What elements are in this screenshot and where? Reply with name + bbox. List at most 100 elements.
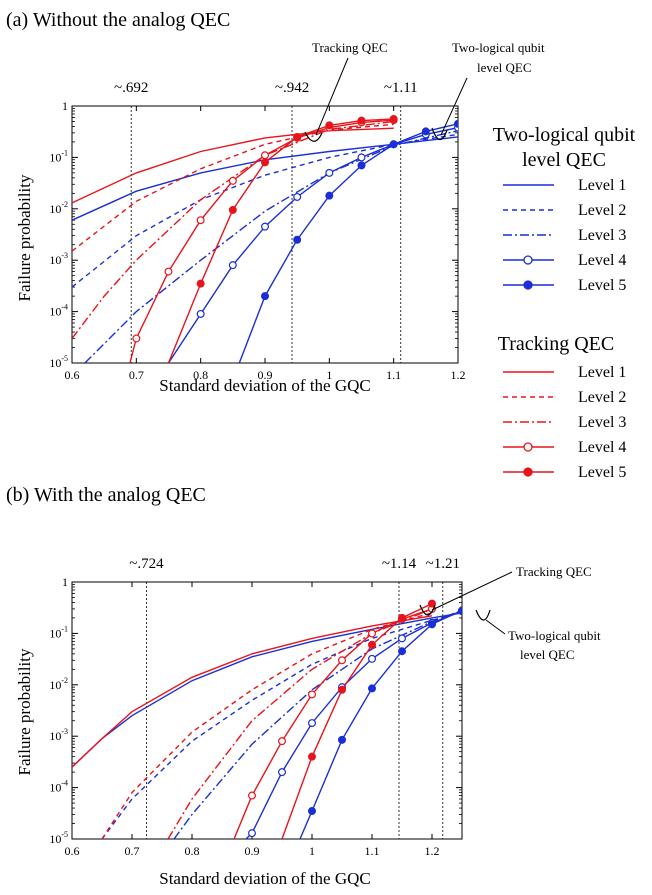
panel-a: (a) Without the analog QEC 0.6 0.7 0.8 0.9 1…	[6, 9, 545, 395]
panel-b-callout-two-logical-leader	[485, 619, 506, 635]
series-marker	[398, 613, 407, 622]
series-marker	[261, 292, 270, 301]
series-marker	[308, 807, 317, 816]
series-marker	[428, 620, 437, 629]
plot-frame	[71, 581, 463, 840]
series-marker	[458, 606, 462, 615]
series-marker	[261, 222, 270, 231]
threshold-label: ~.692	[114, 80, 148, 96]
series-line	[72, 133, 458, 288]
y-tick-label: 10-2	[49, 200, 68, 216]
legend-item-label: Level 3	[578, 414, 626, 431]
legend-item-label: Level 5	[578, 464, 626, 481]
series-line	[101, 612, 433, 839]
panel-b-callout-tracking-bracket	[419, 604, 436, 616]
series-line	[72, 123, 394, 252]
y-tick-label: 10-1	[49, 624, 68, 640]
series-line	[72, 615, 433, 768]
panel-b-callout-tracking-leader	[431, 571, 513, 611]
y-tick-label: 10-3	[49, 727, 68, 743]
series-marker	[325, 121, 334, 130]
series-marker	[357, 161, 366, 170]
panel-a-callout-tracking-leader	[315, 57, 349, 136]
x-tick-label: 0.7	[129, 368, 144, 382]
series-line	[281, 602, 433, 839]
legend-item-label: Level 1	[578, 364, 626, 381]
legend-item-label: Level 2	[578, 202, 626, 219]
series-marker	[389, 140, 398, 149]
series-marker	[398, 647, 407, 656]
panel-a-callout-two-logical-2: level QEC	[477, 60, 532, 75]
legend-marker	[523, 442, 533, 452]
series-marker	[454, 119, 458, 128]
y-tick-label: 10-2	[49, 676, 68, 692]
x-tick-label: 0.9	[258, 368, 273, 382]
series-marker	[196, 216, 205, 225]
series-marker	[248, 791, 257, 800]
panel-b-callout-tracking: Tracking QEC	[516, 564, 592, 579]
series-line	[233, 608, 433, 839]
series-line	[167, 118, 394, 363]
x-tick-label: 0.9	[245, 844, 260, 858]
panel-a-callout-tracking-bracket	[304, 131, 323, 142]
legend-marker	[523, 467, 533, 477]
x-tick-label: 1	[326, 368, 332, 382]
x-tick-label: 1.1	[365, 844, 380, 858]
panel-a-ylabel: Failure probability	[15, 174, 34, 302]
x-tick-label: 0.8	[185, 844, 200, 858]
series-marker	[368, 629, 377, 638]
legend: Two-logical qubit level QEC Level 1Level…	[493, 124, 636, 481]
threshold-label: ~1.14	[382, 556, 417, 572]
legend-item-label: Level 4	[578, 252, 626, 269]
legend-item-label: Level 4	[578, 439, 626, 456]
legend-item-label: Level 1	[578, 177, 626, 194]
legend-tracking-items: Level 1 Level 2 Level 3 Level 4 Level 5	[503, 364, 626, 481]
legend-item-label: Level 3	[578, 227, 626, 244]
series-marker	[368, 640, 377, 649]
series-line	[167, 608, 433, 839]
x-tick-label: 0.7	[125, 844, 140, 858]
series-line	[299, 609, 462, 839]
legend-item-label: Level 5	[578, 277, 626, 294]
series-marker	[228, 176, 237, 185]
threshold-label: ~.724	[129, 556, 164, 572]
series-marker	[389, 114, 398, 123]
series-marker	[308, 752, 317, 761]
series-marker	[293, 235, 302, 244]
series-marker	[338, 685, 347, 694]
series-line	[129, 119, 394, 363]
legend-item-label: Level 2	[578, 389, 626, 406]
series-marker	[261, 151, 270, 160]
legend-marker	[523, 280, 533, 290]
series-marker	[248, 829, 257, 838]
x-tick-label: 1.2	[451, 368, 466, 382]
panel-a-plot: 0.6 0.7 0.8 0.9 1 1.1 1.2 10-5 10-4 10-3 10-2 10-1 1…	[49, 80, 465, 382]
series-marker	[293, 192, 302, 201]
panel-a-title: (a) Without the analog QEC	[6, 9, 230, 31]
panel-b-title: (b) With the analog QEC	[6, 484, 206, 506]
series-marker	[261, 158, 270, 167]
series-marker	[308, 719, 317, 728]
series-line	[238, 123, 458, 363]
panel-b-callout-two-logical-2: level QEC	[520, 647, 575, 662]
series-marker	[164, 267, 173, 276]
y-tick-label: 10-5	[49, 830, 68, 846]
series-marker	[398, 634, 407, 643]
legend-marker	[523, 255, 533, 265]
series-marker	[428, 599, 437, 608]
series-marker	[308, 690, 317, 699]
series-marker	[325, 191, 334, 200]
panel-b: (b) With the analog QEC 0.6 0.7 0.8 0.9 1 1.1…	[6, 484, 601, 888]
panel-b-xlabel: Standard deviation of the GQC	[159, 869, 371, 888]
y-tick-label: 1	[62, 575, 68, 589]
panel-b-callout-two-logical-bracket	[475, 609, 491, 621]
x-tick-label: 1	[309, 844, 315, 858]
panel-b-ylabel: Failure probability	[15, 648, 34, 776]
series-line	[101, 611, 462, 839]
series-marker	[368, 684, 377, 693]
legend-tracking-head: Tracking QEC	[498, 333, 614, 355]
series-marker	[338, 735, 347, 744]
panel-a-callout-two-logical-1: Two-logical qubit	[452, 40, 545, 55]
panel-a-callout-two-logical-bracket	[431, 127, 448, 141]
series-marker	[357, 153, 366, 162]
